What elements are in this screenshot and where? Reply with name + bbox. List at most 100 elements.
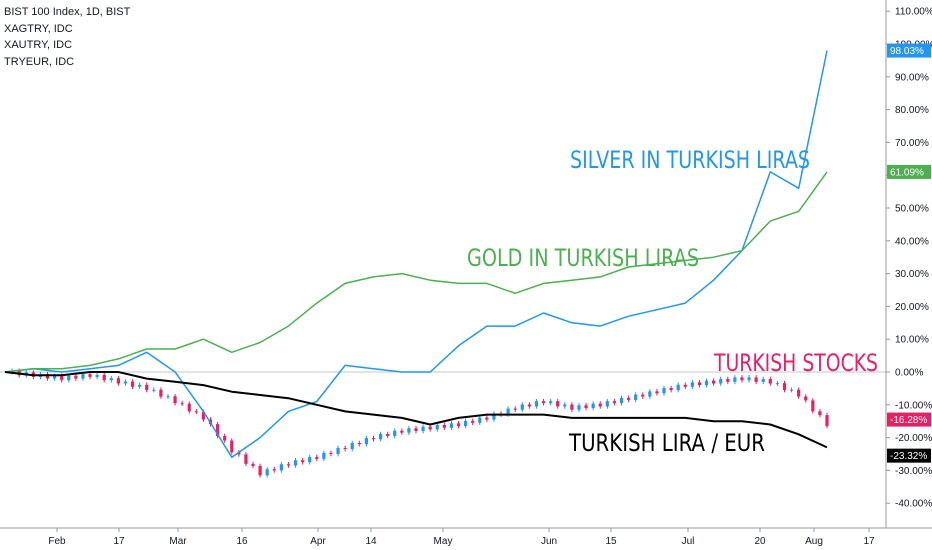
y-axis: 110.00%100.00%90.00%80.00%70.00%60.00%50… bbox=[0, 0, 932, 529]
candle-body bbox=[619, 397, 624, 404]
candle-body bbox=[464, 420, 468, 427]
candle-body bbox=[173, 396, 177, 404]
candle-body bbox=[641, 394, 645, 397]
candle-body bbox=[244, 454, 248, 464]
candle-body bbox=[251, 463, 255, 466]
candle-body bbox=[768, 379, 772, 384]
annotation-lira: TURKISH LIRA / EUR bbox=[568, 429, 765, 457]
y-tick-label: -20.00% bbox=[895, 433, 932, 444]
candle-body bbox=[726, 379, 730, 382]
candle-body bbox=[435, 424, 439, 430]
badge-gold-label: 61.09% bbox=[890, 167, 924, 178]
y-tick-label: 110.00% bbox=[895, 7, 932, 18]
y-tick-label: 30.00% bbox=[895, 269, 929, 280]
candle-body bbox=[258, 465, 262, 476]
candle-body bbox=[697, 382, 702, 386]
candle-body bbox=[109, 378, 113, 381]
x-tick-label: Jun bbox=[541, 536, 557, 547]
candle-body bbox=[74, 375, 78, 379]
badge-bist bbox=[887, 412, 931, 427]
candle-body bbox=[549, 401, 553, 404]
candle-body bbox=[223, 435, 227, 441]
candle-body bbox=[293, 460, 298, 466]
silver-line bbox=[4, 50, 828, 459]
candle-body bbox=[683, 384, 687, 387]
x-tick-label: Apr bbox=[310, 536, 326, 547]
bist-candles bbox=[10, 368, 829, 478]
x-axis: Feb 17 Mar 16 Apr 14 May Jun 15 Jul 20 Aug 17 bbox=[48, 528, 875, 547]
tryeur-line bbox=[4, 371, 828, 449]
candle-body bbox=[754, 377, 758, 382]
candle-body bbox=[556, 401, 560, 407]
badge-bist-label: -16.28% bbox=[890, 415, 927, 426]
badge-tryeur-label: -23.32% bbox=[890, 451, 927, 462]
candle-body bbox=[123, 381, 128, 384]
candle-body bbox=[471, 420, 475, 423]
candle-body bbox=[782, 383, 787, 391]
candle-body bbox=[286, 464, 291, 466]
badge-tryeur bbox=[887, 448, 931, 463]
candle-body bbox=[655, 391, 659, 394]
candle-body bbox=[421, 426, 425, 432]
candle-body bbox=[591, 403, 595, 409]
legend-item-bist[interactable]: BIST 100 Index, 1D, BIST bbox=[4, 6, 131, 18]
candle-body bbox=[336, 447, 340, 454]
candle-body bbox=[492, 413, 496, 420]
legend-item-tryeur[interactable]: TRYEUR, IDC bbox=[4, 55, 75, 68]
candle-body bbox=[102, 374, 106, 381]
candle-body bbox=[301, 460, 305, 463]
candle-body bbox=[400, 430, 404, 433]
y-tick-label: -10.00% bbox=[895, 400, 932, 411]
candle-body bbox=[719, 379, 723, 384]
candle-body bbox=[201, 411, 206, 420]
candle-body bbox=[456, 423, 461, 427]
candle-body bbox=[534, 401, 539, 407]
y-tick-label: 10.00% bbox=[895, 335, 929, 346]
candle-body bbox=[704, 380, 709, 386]
candle-body bbox=[180, 403, 184, 405]
x-tick-label: Feb bbox=[48, 536, 66, 547]
candle-body bbox=[761, 379, 765, 382]
candle-body bbox=[67, 375, 71, 381]
x-tick-label: Aug bbox=[805, 536, 823, 547]
candle-body bbox=[45, 374, 50, 379]
candle-body bbox=[60, 375, 64, 381]
candle-body bbox=[322, 452, 326, 459]
candle-body bbox=[88, 374, 92, 377]
badge-gold bbox=[887, 164, 931, 179]
candle-body bbox=[520, 404, 524, 410]
candle-body bbox=[350, 443, 354, 450]
candle-body bbox=[577, 405, 581, 410]
x-tick-label: 20 bbox=[754, 536, 766, 547]
legend-item-xagtry[interactable]: XAGTRY, IDC bbox=[4, 22, 73, 35]
candle-body bbox=[478, 417, 482, 423]
series-lines bbox=[4, 50, 828, 459]
candle-body bbox=[138, 384, 142, 387]
candle-body bbox=[797, 389, 801, 397]
y-tick-label: -40.00% bbox=[895, 499, 932, 510]
candle-body bbox=[648, 391, 652, 397]
y-tick-label: 0.00% bbox=[895, 368, 923, 379]
candle-body bbox=[237, 452, 241, 455]
badge-silver-label: 98.03% bbox=[890, 46, 924, 57]
candle-body bbox=[747, 377, 751, 381]
candle-body bbox=[626, 397, 631, 400]
y-tick-label: 40.00% bbox=[895, 236, 929, 247]
candle-body bbox=[53, 375, 57, 379]
candle-body bbox=[166, 396, 170, 398]
candle-body bbox=[393, 430, 397, 436]
candle-body bbox=[598, 403, 602, 407]
y-tick-label: -30.00% bbox=[895, 466, 932, 477]
candle-body bbox=[775, 383, 779, 385]
candle-body bbox=[541, 401, 546, 404]
candle-body bbox=[513, 408, 517, 410]
gold-line bbox=[4, 171, 828, 373]
candle-body bbox=[506, 408, 510, 415]
candle-body bbox=[265, 469, 269, 476]
candle-body bbox=[371, 438, 376, 440]
candle-body bbox=[364, 438, 368, 445]
legend-item-xautry[interactable]: XAUTRY, IDC bbox=[4, 39, 73, 51]
candle-body bbox=[230, 440, 234, 453]
candle-body bbox=[187, 403, 191, 412]
